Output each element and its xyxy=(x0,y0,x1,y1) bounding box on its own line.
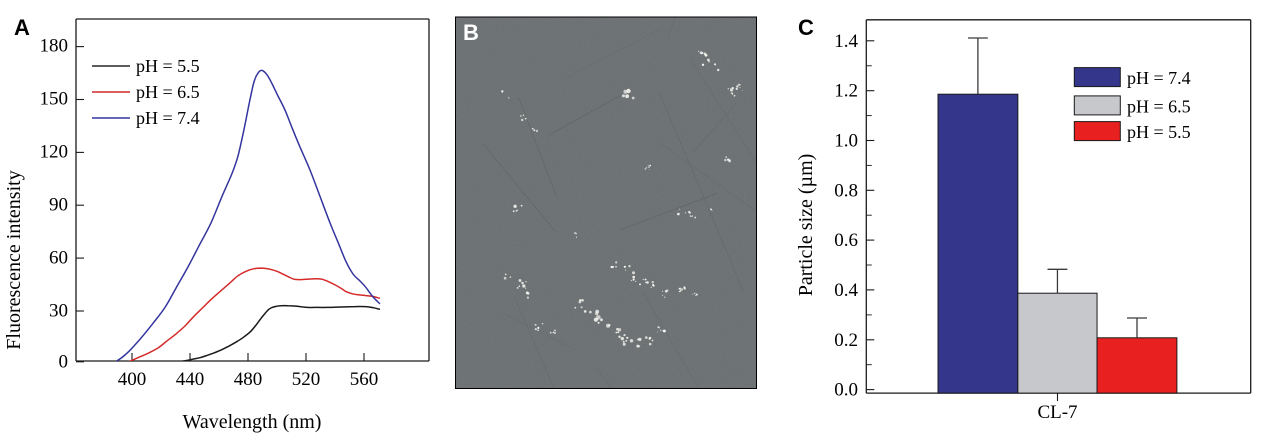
svg-text:1.4: 1.4 xyxy=(834,31,858,52)
svg-text:Particle size (µm): Particle size (µm) xyxy=(795,154,817,297)
svg-text:CL-7: CL-7 xyxy=(1037,402,1077,423)
svg-text:1.0: 1.0 xyxy=(834,131,858,152)
svg-text:pH = 7.4: pH = 7.4 xyxy=(1127,68,1191,88)
svg-text:0.8: 0.8 xyxy=(834,180,858,201)
svg-text:0.4: 0.4 xyxy=(834,280,858,301)
svg-text:C: C xyxy=(798,15,814,40)
svg-text:0.6: 0.6 xyxy=(834,230,858,251)
svg-text:0.0: 0.0 xyxy=(834,380,858,401)
svg-text:0.2: 0.2 xyxy=(834,330,858,351)
svg-text:1.2: 1.2 xyxy=(834,81,858,102)
svg-text:pH = 5.5: pH = 5.5 xyxy=(1127,122,1191,142)
svg-text:pH = 6.5: pH = 6.5 xyxy=(1127,96,1191,116)
